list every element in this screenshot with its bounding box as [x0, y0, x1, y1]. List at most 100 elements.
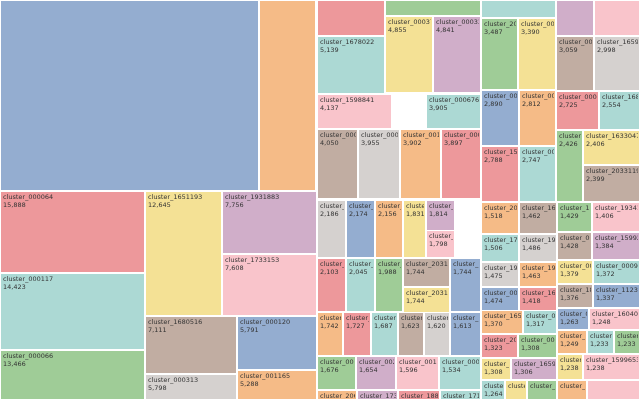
tile-name: cluster_2031167: [406, 289, 448, 297]
tile-value: 1,370: [484, 320, 503, 328]
tile-name: cluster_00008: [526, 312, 555, 320]
treemap-tile: cluster_16530431,798: [426, 230, 455, 258]
tile-value: 7,111: [148, 326, 167, 334]
treemap-tile: cluster_0000333,897: [441, 129, 481, 199]
treemap-tile: cluster_20313,487: [481, 18, 518, 90]
tile-value: 12,645: [148, 201, 171, 209]
tile-value: 1,308: [521, 344, 540, 352]
tile-name: cluster_1604022: [592, 310, 638, 318]
tile-name: cluster_167802: [522, 204, 555, 212]
tile-name: cluster_000026: [559, 93, 597, 101]
tile-label: cluster_0001574,050: [320, 131, 356, 147]
treemap-tile: cluster_21,831: [403, 200, 426, 258]
tile-name: cluster_1592: [484, 148, 517, 156]
tile-label: cluster_1,233: [590, 332, 612, 348]
tile-label: cluster_0 1,263: [560, 310, 587, 326]
tile-value: 3,905: [429, 104, 448, 112]
tile-name: cluster_1: [617, 332, 638, 340]
tile-label: cluster_16593561,306: [514, 360, 555, 376]
tile-label: cluster_000741,428: [560, 234, 590, 250]
tile-label: cluster_1733153 7,608: [225, 256, 315, 272]
tile-name: cluster_000085: [484, 92, 517, 100]
tile-value: 1,744: [406, 297, 425, 305]
tile-label: cluster_18894: [401, 392, 438, 400]
tile-value: 4,841: [436, 26, 455, 34]
treemap-tile: cluster_1979241,486: [519, 234, 557, 262]
tile-name: cluster_00: [349, 260, 373, 268]
tile-value: 2,812: [522, 100, 541, 108]
tile-label: cluster_16040221,248: [592, 310, 638, 326]
treemap-tile: cluster_001031,379: [557, 260, 593, 284]
tile-name: cluster_15991: [560, 204, 590, 212]
tile-value: 13,466: [3, 360, 26, 368]
tile-name: cluster_000334: [436, 18, 479, 26]
treemap-tile: [481, 0, 556, 18]
treemap-tile: cluster_11,687: [371, 312, 398, 356]
tile-label: cluster_000313 5,798: [148, 376, 235, 392]
tile-name: cluster_203194: [484, 204, 517, 212]
tile-name: cluster_18894: [401, 392, 438, 400]
tile-name: cluster_197814: [484, 264, 517, 272]
treemap-tile: cluster_17198: [440, 390, 481, 400]
treemap-tile: cluster_0010841,474: [481, 287, 519, 312]
tile-name: cluster_001415: [559, 38, 592, 46]
tile-label: cluster_206100: [320, 392, 355, 400]
tile-label: cluster_000117 14,423: [3, 275, 143, 291]
tile-name: cluster_15992: [595, 234, 638, 242]
tile-value: 4,050: [320, 139, 339, 147]
treemap-tile: [385, 0, 481, 16]
tile-value: 4,855: [388, 26, 407, 34]
tile-name: cluster_000064: [3, 193, 54, 201]
tile-value: 1,323: [484, 344, 503, 352]
tile-label: cluster_0010841,474: [484, 289, 517, 305]
treemap-tile: cluster_000081,317: [523, 310, 557, 334]
tile-label: cluster_0000333,897: [444, 131, 479, 147]
tile-label: cluster_1651193 12,645: [148, 193, 220, 209]
tile-label: cluster_00172,747: [522, 148, 554, 164]
treemap-tile: cluster_1598841 4,137: [317, 94, 392, 129]
tile-name: cluster_001165: [240, 372, 291, 380]
tile-label: cluster_11,744: [453, 260, 479, 276]
treemap-tile: cluster_2058861,323: [481, 334, 518, 358]
tile-label: cluster_20311661,744: [406, 260, 448, 276]
tile-name: cluster_2031166: [406, 260, 448, 268]
tile-name: cluster_000676: [429, 96, 479, 104]
tile-name: cluster_165933: [522, 289, 555, 297]
tile-value: 1,596: [399, 366, 418, 374]
tile-label: cluster_1978141,475: [484, 264, 517, 280]
tile-name: cluster_0000: [522, 92, 554, 100]
tile-label: cluster_16802,554: [602, 93, 638, 109]
tile-value: 3,390: [521, 28, 540, 36]
tile-label: cluster_1,238: [560, 356, 581, 372]
tile-label: cluster_0003344,841: [436, 18, 479, 34]
tile-name: cluster_16593: [484, 312, 521, 320]
treemap-tile: cluster_11233 1,337: [593, 284, 640, 308]
tile-value: 1,428: [560, 242, 579, 250]
treemap-tile: cluster_15992 1,384: [592, 232, 640, 260]
tile-name: cluster_1: [508, 382, 525, 390]
treemap-tile: cluster_1678021,462: [519, 202, 557, 234]
tile-label: cluster_00023,390: [521, 20, 554, 36]
tile-value: 1,831: [406, 210, 424, 218]
treemap-tile: cluster_002,045: [346, 258, 375, 312]
tile-value: 2,554: [602, 101, 621, 109]
tile-name: cluster_11233: [596, 286, 638, 294]
tile-name: cluster_17198: [443, 392, 479, 400]
treemap-tile: cluster_1651193 12,645: [145, 191, 222, 316]
tile-label: cluster_000676 3,905: [429, 96, 479, 112]
treemap-tile: cluster_11,233: [614, 330, 640, 354]
tile-label: cluster_000351,676: [320, 358, 354, 374]
tile-value: 1,337: [596, 294, 615, 302]
tile-label: cluster_2031941,518: [484, 204, 517, 220]
tile-name: cluster_16: [378, 202, 401, 210]
tile-value: 1,623: [401, 322, 420, 330]
treemap-tile: cluster_0010063,902: [400, 129, 441, 199]
tile-name: cluster_1680: [602, 93, 638, 101]
tile-name: cluster_1599653: [586, 356, 638, 364]
tile-name: cluster_206100: [320, 392, 355, 400]
tile-name: cluster_18167: [560, 286, 591, 294]
tile-name: cluster_1: [346, 314, 369, 322]
tile-value: 1,462: [522, 212, 541, 220]
